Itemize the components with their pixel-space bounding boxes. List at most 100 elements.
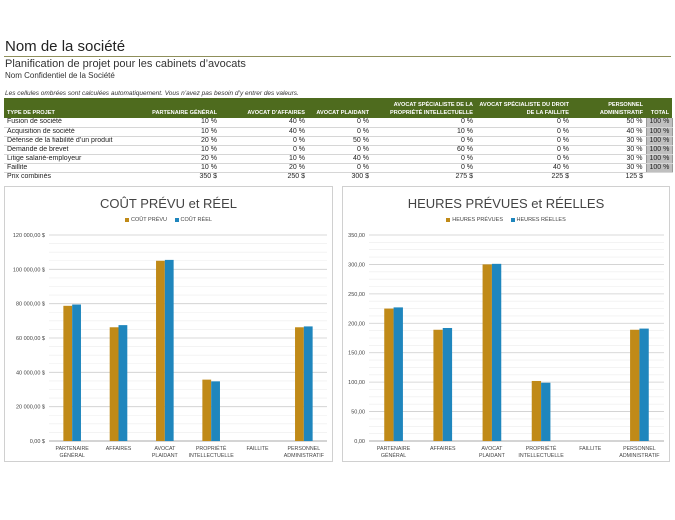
- y-tick-label: 40 000,00 $: [16, 370, 45, 376]
- percent-cell[interactable]: 40 %: [220, 118, 308, 128]
- row-label-cell[interactable]: Faillite: [4, 163, 122, 173]
- percent-cell[interactable]: 125 $: [625, 172, 643, 180]
- percent-cell[interactable]: 225 $: [551, 172, 569, 180]
- x-tick-label: FAILLITE: [579, 446, 602, 452]
- legend-swatch: [174, 217, 179, 222]
- shaded-cells-note: Les cellules ombrées sont calculées auto…: [5, 90, 299, 97]
- header-general-partner[interactable]: PARTENAIRE GÉNÉRAL: [122, 98, 220, 118]
- cost-chart-plot: 0,00 $ 20 000,00 $ 40 000,00 $ 60 000,00 $ 8…: [13, 233, 327, 459]
- bar-actual: [491, 263, 502, 441]
- y-tick-label: 80 000,00 $: [16, 302, 45, 308]
- x-tick-label: PARTENAIRE: [377, 446, 411, 452]
- bar-planned: [63, 305, 73, 441]
- y-tick-label: 0,00 $: [30, 439, 45, 445]
- percent-cell[interactable]: 10 %: [122, 118, 220, 128]
- x-tick-label: ADMINISTRATIF: [619, 453, 660, 459]
- percent-cell[interactable]: 40 %: [572, 127, 646, 137]
- percent-cell[interactable]: 10 %: [220, 154, 308, 164]
- bar-planned: [531, 380, 542, 441]
- percent-cell[interactable]: 30 %: [572, 163, 646, 173]
- bar-planned: [384, 308, 394, 441]
- bar-actual: [639, 328, 649, 441]
- x-tick-label: GÉNÉRAL: [60, 452, 85, 459]
- percent-cell[interactable]: 0 %: [476, 154, 572, 164]
- row-label-cell[interactable]: Fusion de société: [4, 118, 122, 128]
- percent-cell[interactable]: 300 $: [351, 172, 369, 180]
- x-tick-label: GÉNÉRAL: [381, 452, 406, 459]
- bar-actual: [211, 381, 220, 441]
- cost-chart-panel[interactable]: COÛT PRÉVU et RÉEL COÛT PRÉVU COÛT RÉEL …: [4, 186, 333, 462]
- percent-cell[interactable]: 350 $: [199, 172, 217, 180]
- row-label-cell[interactable]: Prix combinés: [7, 172, 51, 180]
- percent-cell[interactable]: 60 %: [372, 145, 476, 155]
- y-tick-label: 100,00: [348, 380, 365, 386]
- percent-cell[interactable]: 20 %: [122, 154, 220, 164]
- percent-cell[interactable]: 10 %: [122, 163, 220, 173]
- percent-cell[interactable]: 0 %: [476, 127, 572, 137]
- header-project-type[interactable]: TYPE DE PROJET: [4, 98, 122, 118]
- table-row: Demande de brevet 10 % 0 % 0 % 60 % 0 % 30 % 10…: [4, 145, 673, 155]
- row-label-cell[interactable]: Demande de brevet: [4, 145, 122, 155]
- percent-cell[interactable]: 0 %: [476, 145, 572, 155]
- total-cell[interactable]: [646, 172, 672, 181]
- percent-cell[interactable]: 0 %: [220, 136, 308, 146]
- percent-cell[interactable]: 40 %: [220, 127, 308, 137]
- bar-planned: [630, 329, 640, 441]
- chart-title: COÛT PRÉVU et RÉEL: [99, 196, 238, 211]
- percent-cell[interactable]: 0 %: [220, 145, 308, 155]
- percent-cell[interactable]: 250 $: [287, 172, 305, 180]
- percent-cell[interactable]: 0 %: [372, 163, 476, 173]
- total-cell[interactable]: 100 %: [645, 154, 673, 164]
- y-tick-label: 250,00: [348, 292, 365, 298]
- legend-item: COÛT PRÉVU: [125, 217, 167, 223]
- percent-cell[interactable]: 30 %: [572, 145, 646, 155]
- percent-cell[interactable]: 0 %: [476, 118, 572, 128]
- total-cell[interactable]: 100 %: [645, 145, 673, 155]
- percent-cell[interactable]: 0 %: [372, 154, 476, 164]
- percent-cell[interactable]: 20 %: [122, 136, 220, 146]
- header-admin-staff[interactable]: PERSONNEL ADMINISTRATIF: [572, 98, 646, 118]
- percent-cell[interactable]: 10 %: [372, 127, 476, 137]
- total-cell[interactable]: 100 %: [645, 136, 673, 146]
- y-tick-label: 60 000,00 $: [16, 336, 45, 342]
- header-trial-lawyer[interactable]: AVOCAT PLAIDANT: [308, 98, 372, 118]
- percent-cell[interactable]: 10 %: [122, 145, 220, 155]
- percent-cell[interactable]: 40 %: [476, 163, 572, 173]
- percent-cell[interactable]: 275 $: [455, 172, 473, 180]
- percent-cell[interactable]: 30 %: [572, 154, 646, 164]
- x-tick-label: PLAIDANT: [479, 453, 506, 459]
- header-bankruptcy-lawyer[interactable]: AVOCAT SPÉCIALISTE DU DROIT DE LA FAILLI…: [476, 98, 572, 118]
- total-cell[interactable]: 100 %: [645, 127, 673, 137]
- percent-cell[interactable]: 30 %: [572, 136, 646, 146]
- hours-chart-panel[interactable]: HEURES PRÉVUES et RÉELLES HEURES PRÉVUES…: [342, 186, 670, 462]
- x-tick-label: PLAIDANT: [152, 453, 179, 459]
- percent-cell[interactable]: 0 %: [476, 136, 572, 146]
- percent-cell[interactable]: 50 %: [308, 136, 372, 146]
- row-label-cell[interactable]: Acquisition de société: [4, 127, 122, 137]
- row-label-cell[interactable]: Litige salarié-employeur: [4, 154, 122, 164]
- percent-cell[interactable]: 0 %: [372, 136, 476, 146]
- header-total[interactable]: TOTAL: [646, 98, 672, 118]
- percent-cell[interactable]: 0 %: [308, 118, 372, 128]
- percent-cell[interactable]: 0 %: [372, 118, 476, 128]
- percent-cell[interactable]: 10 %: [122, 127, 220, 137]
- bar-actual: [72, 304, 81, 441]
- table-header-row: TYPE DE PROJET PARTENAIRE GÉNÉRAL AVOCAT…: [4, 98, 672, 118]
- confidential-label: Nom Confidentiel de la Société: [5, 71, 115, 80]
- percent-cell[interactable]: 0 %: [308, 127, 372, 137]
- bar-planned: [482, 264, 492, 441]
- percent-cell[interactable]: 0 %: [308, 163, 372, 173]
- total-cell[interactable]: 100 %: [645, 118, 673, 128]
- percent-cell[interactable]: 20 %: [220, 163, 308, 173]
- row-label-cell[interactable]: Défense de la fiabilité d’un produit: [4, 136, 122, 146]
- total-cell[interactable]: 100 %: [645, 163, 673, 173]
- percent-cell[interactable]: 0 %: [308, 145, 372, 155]
- percent-cell[interactable]: 40 %: [308, 154, 372, 164]
- percent-cell[interactable]: 50 %: [572, 118, 646, 128]
- bar-actual: [393, 307, 403, 441]
- legend-swatch: [446, 217, 451, 222]
- header-ip-lawyer[interactable]: AVOCAT SPÉCIALISTE DE LA PROPRIÉTÉ INTEL…: [372, 98, 476, 118]
- y-tick-label: 300,00: [348, 262, 365, 268]
- y-tick-label: 0,00: [354, 439, 365, 445]
- header-business-lawyer[interactable]: AVOCAT D’AFFAIRES: [220, 98, 308, 118]
